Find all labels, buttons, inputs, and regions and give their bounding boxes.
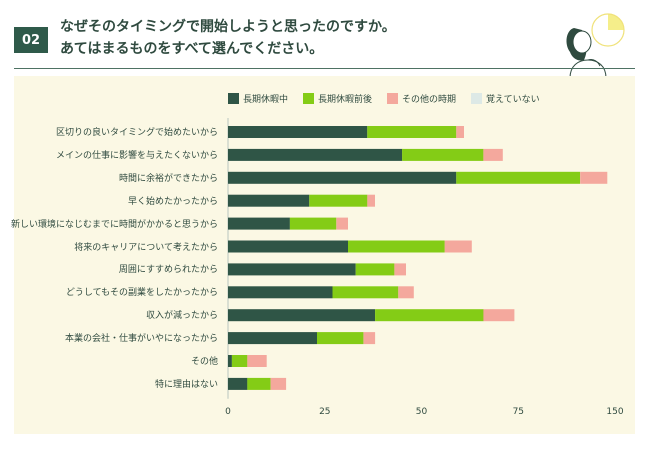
category-label: 時間に余裕ができたから (118, 173, 218, 184)
legend-item-series-4: 覚えていない (471, 92, 540, 105)
question-number-badge: 02 (14, 27, 48, 53)
bar-segment-series-1-row-10 (228, 332, 317, 345)
category-label: 新しい環境になじむまでに時間がかかると思うから (10, 219, 218, 230)
category-label: 特に理由はない (154, 379, 218, 390)
bar-segment-series-1-row-4 (228, 194, 310, 207)
bar-segment-series-2-row-2 (402, 148, 484, 161)
category-label: どうしてもその副業をしたかったから (65, 288, 218, 299)
question-title-line-1: なぜそのタイミングで開始しようと思ったのですか。 (60, 19, 396, 35)
bar-segment-series-1-row-12 (228, 377, 248, 390)
legend-swatch-series-4 (471, 93, 483, 104)
bar-segment-series-1-row-6 (228, 240, 348, 253)
bar-segment-series-2-row-11 (231, 355, 248, 367)
bar-segment-series-2-row-10 (317, 332, 364, 345)
question-title: なぜそのタイミングで開始しようと思ったのですか。 あてはまるものをすべて選んでく… (60, 16, 396, 60)
bar-segment-series-2-row-8 (332, 286, 399, 299)
bar-segment-series-1-row-5 (228, 217, 290, 230)
question-title-line-2: あてはまるものをすべて選んでください。 (60, 41, 324, 57)
category-label: その他 (190, 357, 218, 367)
bar-segment-series-2-row-6 (348, 240, 445, 253)
category-label: メインの仕事に影響を与えたくないから (55, 150, 218, 161)
chart-legend: 長期休暇中 長期休暇前後 その他の時期 覚えていない (228, 92, 540, 105)
category-label: 本業の会社・仕事がいやになったから (64, 334, 218, 345)
x-tick-label: 0 (225, 407, 231, 417)
x-tick-label: 150 (606, 407, 624, 417)
category-label: 収入が減ったから (145, 311, 218, 322)
legend-label-series-2: 長期休暇前後 (318, 95, 373, 105)
x-tick-label: 50 (415, 407, 428, 417)
bar-segment-series-1-row-11 (228, 355, 232, 367)
bar-segment-series-3-row-1 (456, 126, 464, 138)
category-label: 周囲にすすめられたから (118, 265, 218, 276)
bar-segment-series-3-row-6 (444, 240, 472, 253)
bar-segment-series-2-row-12 (247, 377, 271, 390)
legend-swatch-series-2 (303, 93, 315, 104)
bar-segment-series-3-row-11 (247, 355, 267, 367)
category-label: 将来のキャリアについて考えたから (74, 242, 218, 253)
category-label: 早く始めたかったから (127, 196, 218, 207)
legend-label-series-3: その他の時期 (402, 95, 457, 105)
bar-segment-series-1-row-2 (228, 148, 403, 161)
bar-segment-series-2-row-5 (289, 217, 337, 230)
legend-item-series-3: その他の時期 (387, 92, 456, 105)
x-tick-label: 75 (512, 407, 525, 417)
bar-segment-series-3-row-12 (270, 377, 287, 390)
bar-segment-series-3-row-10 (363, 332, 376, 345)
bar-segment-series-1-row-3 (228, 171, 457, 184)
bar-segment-series-1-row-8 (228, 286, 333, 299)
bar-segment-series-3-row-5 (336, 217, 348, 230)
bar-segment-series-2-row-1 (367, 126, 457, 138)
bar-segment-series-2-row-9 (375, 309, 484, 322)
category-label: 区切りの良いタイミングで始めたいから (55, 128, 218, 138)
bar-segment-series-3-row-4 (367, 194, 375, 207)
bar-segment-series-1-row-9 (228, 309, 376, 322)
bar-segment-series-3-row-3 (580, 171, 608, 184)
thinking-woman-illustration (562, 13, 632, 78)
legend-label-series-4: 覚えていない (486, 95, 540, 105)
bar-segment-series-2-row-4 (309, 194, 368, 207)
bar-segment-series-3-row-7 (394, 263, 406, 276)
bar-segment-series-3-row-9 (483, 309, 515, 322)
bar-segment-series-1-row-1 (228, 126, 368, 138)
bar-segment-series-1-row-7 (228, 263, 356, 276)
legend-item-series-2: 長期休暇前後 (303, 92, 372, 105)
bar-segment-series-3-row-8 (398, 286, 414, 299)
header-divider (14, 68, 635, 69)
legend-label-series-1: 長期休暇中 (243, 95, 289, 105)
bar-segment-series-3-row-2 (483, 148, 503, 161)
x-tick-label: 25 (319, 407, 331, 417)
legend-swatch-series-1 (228, 93, 239, 104)
legend-item-series-1: 長期休暇中 (228, 92, 288, 105)
legend-swatch-series-3 (387, 93, 399, 104)
bar-segment-series-2-row-3 (456, 171, 581, 184)
bar-segment-series-2-row-7 (355, 263, 395, 276)
